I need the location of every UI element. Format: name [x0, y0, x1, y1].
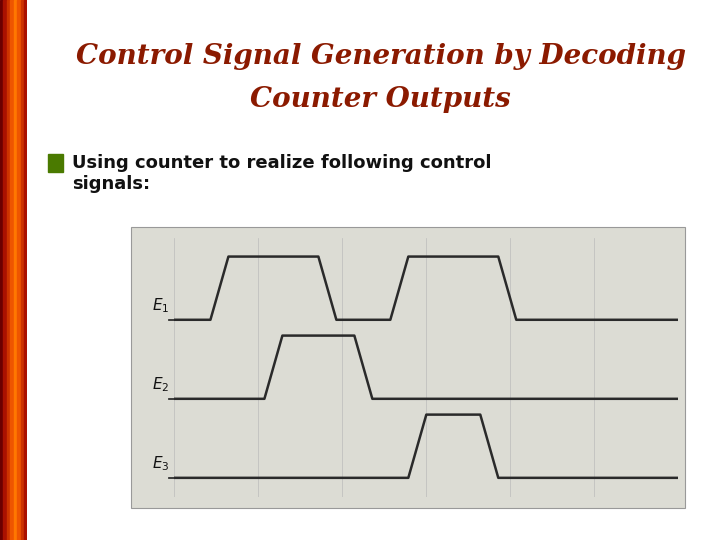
Bar [14, 0, 17, 540]
FancyBboxPatch shape [131, 227, 685, 508]
Text: Counter Outputs: Counter Outputs [251, 86, 511, 113]
Bar [0, 0, 4, 540]
Text: Using counter to realize following control: Using counter to realize following contr… [73, 154, 492, 172]
Bar [17, 0, 21, 540]
Text: $E_1$: $E_1$ [152, 296, 169, 315]
Text: $E_2$: $E_2$ [152, 375, 169, 394]
FancyBboxPatch shape [48, 154, 63, 172]
Bar [24, 0, 27, 540]
Text: $E_3$: $E_3$ [151, 454, 169, 473]
Bar [4, 0, 7, 540]
Text: signals:: signals: [73, 174, 150, 193]
Bar [20, 0, 24, 540]
Text: Control Signal Generation by Decoding: Control Signal Generation by Decoding [76, 43, 685, 70]
Bar [7, 0, 10, 540]
Bar [10, 0, 14, 540]
